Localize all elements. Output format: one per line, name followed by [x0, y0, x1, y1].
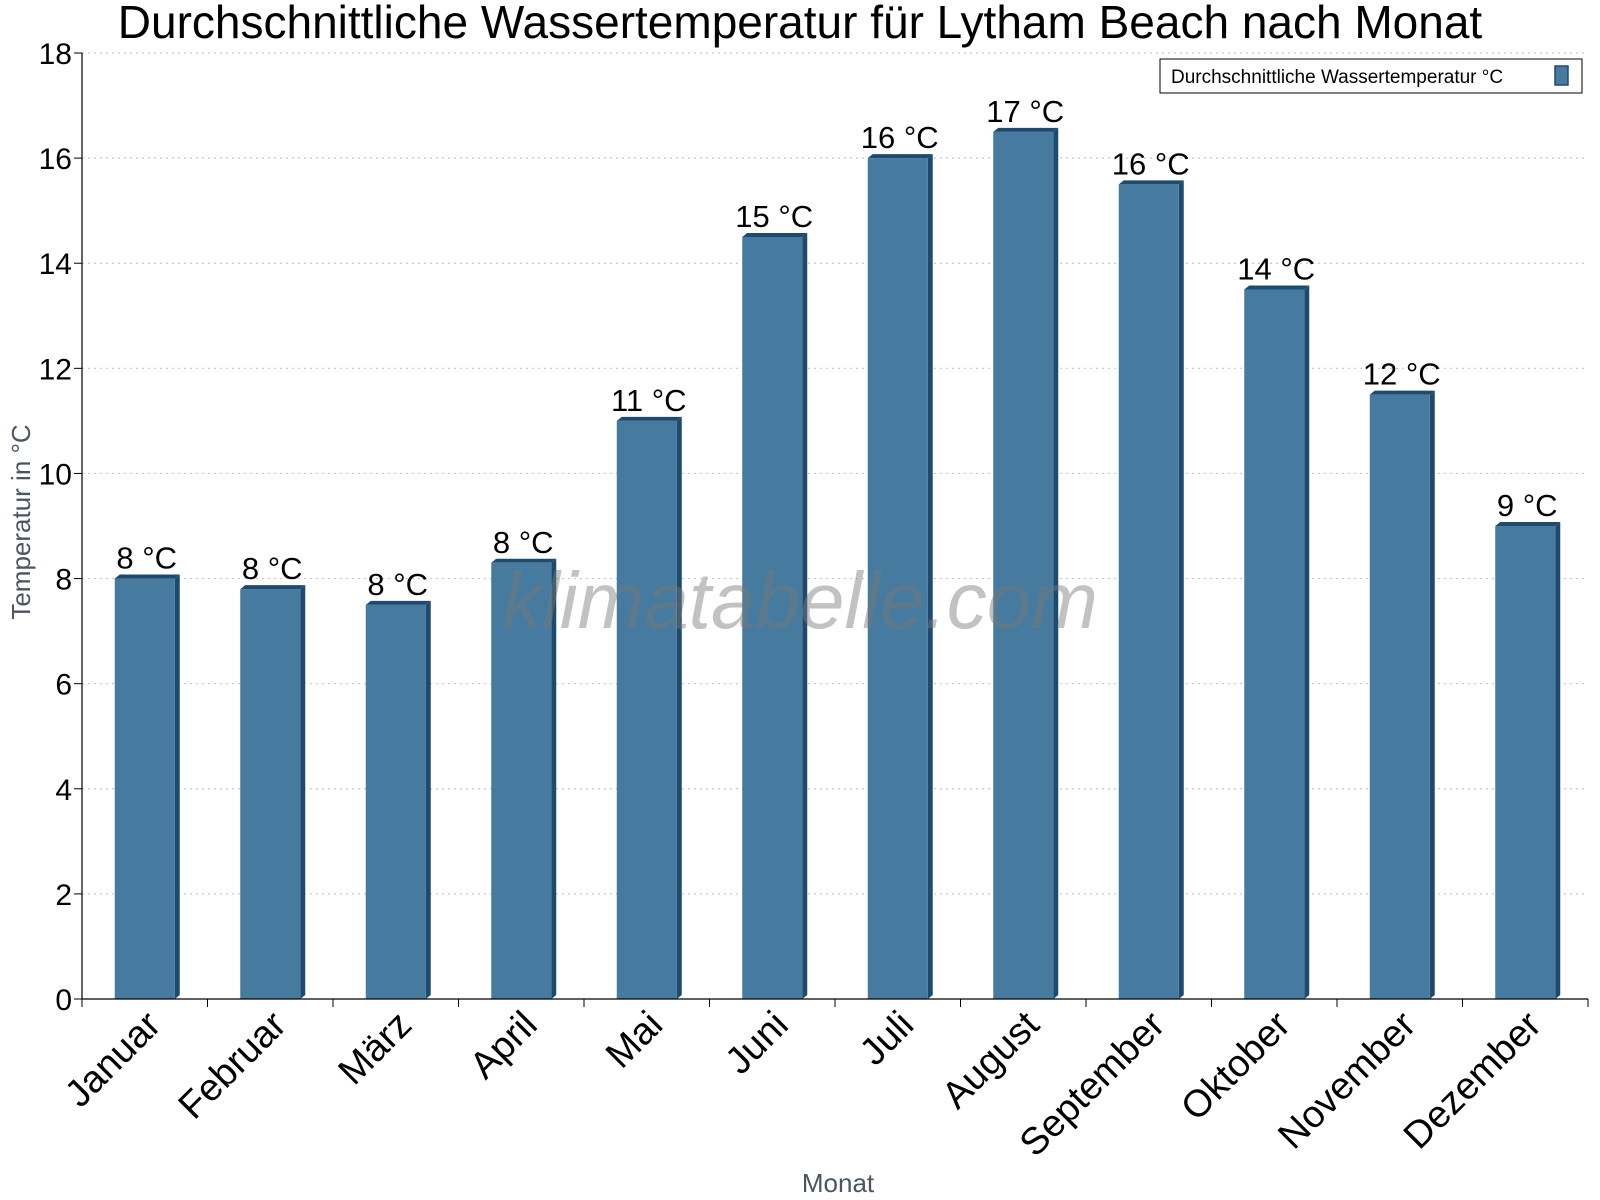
bar-juli — [867, 154, 933, 1000]
y-tick-label: 14 — [39, 248, 72, 281]
x-tick-label: August — [934, 1003, 1048, 1117]
y-tick-labels: 0 2 4 6 8 10 12 14 16 18 — [39, 38, 72, 1017]
data-label: 8 °C — [242, 551, 303, 586]
grid-lines — [82, 52, 1588, 895]
bar-front — [742, 236, 803, 999]
data-label: 12 °C — [1363, 357, 1441, 392]
bar-top — [240, 585, 306, 590]
bar-front — [993, 131, 1054, 1000]
data-labels: 8 °C 8 °C 8 °C 8 °C 11 °C 15 °C 16 °C 17 °C 16 °… — [116, 94, 1557, 602]
bar-side — [1304, 285, 1310, 999]
y-tick-label: 0 — [55, 984, 72, 1017]
x-tick-label: Dezember — [1396, 1003, 1550, 1157]
bar-november — [1369, 390, 1435, 1000]
bar-side — [174, 574, 180, 999]
x-tick-label: Februar — [171, 1003, 295, 1127]
data-label: 15 °C — [735, 199, 813, 234]
bar-side — [300, 585, 306, 999]
y-tick-label: 12 — [39, 353, 72, 386]
data-label: 9 °C — [1497, 488, 1558, 523]
y-tick-label: 10 — [39, 458, 72, 491]
bar-side — [1555, 522, 1561, 999]
bar-september — [1118, 180, 1184, 999]
x-tick-label: Oktober — [1173, 1003, 1299, 1129]
bar-top — [491, 558, 557, 563]
bar-top — [365, 600, 431, 605]
bar-top — [867, 154, 933, 159]
bar-front — [616, 420, 677, 999]
bar-side — [1053, 127, 1059, 1000]
bar-front — [365, 604, 426, 999]
bar-front — [1369, 394, 1430, 1000]
x-tick-label: März — [331, 1004, 420, 1093]
data-label: 8 °C — [367, 567, 428, 602]
bar-august — [993, 127, 1059, 1000]
x-tick-label: April — [462, 1004, 545, 1087]
bar-front — [867, 158, 928, 1000]
bar-side — [551, 558, 557, 999]
bar-front — [1118, 184, 1179, 999]
bar-top — [114, 574, 180, 579]
bar-side — [425, 600, 431, 999]
x-tick-labels: Januar Februar März April Mai Juni Juli AugustS… — [57, 1003, 1550, 1164]
y-tick-label: 6 — [55, 669, 72, 702]
x-tick-label: Januar — [57, 1003, 169, 1115]
x-tick-label: Juni — [718, 1004, 797, 1083]
bar-februar — [240, 585, 306, 999]
y-tick-label: 2 — [55, 879, 72, 912]
y-tick-label: 8 — [55, 564, 72, 597]
data-label: 14 °C — [1237, 252, 1315, 287]
y-tick-label: 16 — [39, 143, 72, 176]
bar-side — [1429, 390, 1435, 1000]
bar-front — [491, 562, 552, 999]
bar-top — [1495, 522, 1561, 526]
data-label: 16 °C — [861, 120, 939, 155]
data-label: 8 °C — [116, 541, 177, 576]
bar-top — [616, 416, 682, 421]
bar-side — [927, 154, 933, 1000]
bar-oktober — [1244, 285, 1310, 999]
data-label: 11 °C — [611, 383, 687, 418]
y-tick-label: 18 — [39, 38, 72, 71]
bar-front — [1495, 526, 1556, 999]
axes — [74, 52, 1589, 1007]
x-axis-label: Monat — [802, 1168, 875, 1198]
y-axis-label: Temperatur in °C — [6, 424, 36, 619]
chart-title: Durchschnittliche Wassertemperatur für L… — [118, 0, 1483, 48]
bar-side — [1178, 180, 1184, 999]
bar-juni — [742, 232, 808, 999]
bar-front — [240, 589, 301, 999]
bar-mai — [616, 416, 682, 999]
bar-top — [993, 127, 1059, 132]
x-tick-label: Juli — [852, 1004, 922, 1074]
y-tick-label: 4 — [55, 774, 72, 807]
bar-januar — [114, 574, 180, 999]
bar-side — [802, 232, 808, 999]
bar-top — [1118, 180, 1184, 185]
data-label: 16 °C — [1112, 146, 1190, 181]
bar-april — [491, 558, 557, 999]
bar-top — [1244, 285, 1310, 290]
legend: Durchschnittliche Wassertemperatur °C — [1159, 58, 1583, 94]
bar-dezember — [1495, 522, 1561, 999]
x-tick-label: Mai — [598, 1004, 671, 1077]
bar-top — [742, 232, 808, 237]
legend-label: Durchschnittliche Wassertemperatur °C — [1171, 67, 1503, 88]
data-label: 8 °C — [493, 525, 554, 560]
legend-swatch — [1554, 65, 1569, 86]
bar-front — [114, 578, 175, 999]
bar-front — [1244, 289, 1305, 999]
legend-box — [1159, 58, 1583, 94]
bar-top — [1369, 390, 1435, 395]
bar-märz — [365, 600, 431, 999]
bar-side — [676, 416, 682, 999]
bars — [114, 127, 1561, 1000]
data-label: 17 °C — [986, 94, 1064, 129]
watermark: klimatabelle.com — [502, 556, 1098, 645]
